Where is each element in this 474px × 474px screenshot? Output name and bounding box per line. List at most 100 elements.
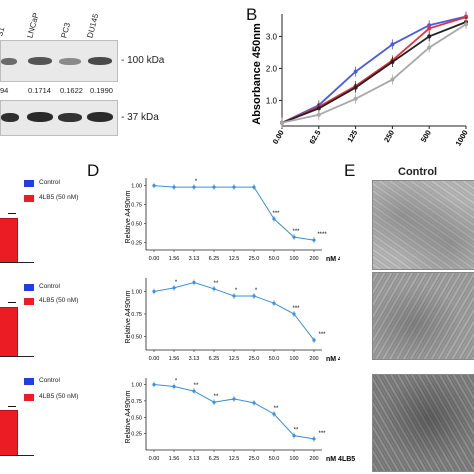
significance-label: * [235,288,238,294]
significance-label: ** [294,428,299,434]
y-tick-label: 0.50 [131,335,142,341]
data-point [427,34,432,39]
bar-4lb5 [0,218,18,263]
data-point [172,286,176,290]
x-tick-label: 1.56 [169,256,180,262]
x-tick-label: 12.5 [229,456,240,462]
x-tick-label: 200 [309,356,318,362]
data-point [152,382,156,387]
significance-label: *** [292,229,300,235]
data-point [292,312,296,316]
x-tick-label: 0.00 [149,456,160,462]
x-tick-label: 0.00 [149,256,160,262]
significance-label: * [255,288,258,294]
significance-label: ** [214,394,219,400]
significance-label: ** [274,406,279,412]
legend-swatch-4lb5 [24,195,34,202]
error-bar [8,406,16,407]
lane-label: LNCaP [25,11,41,39]
series-line [281,23,467,124]
panel-e-title: Control [398,166,438,178]
y-tick-label: 0.75 [131,312,142,318]
series-line [281,21,467,124]
x-tick-label: 6.25 [209,256,220,262]
x-axis [0,262,34,263]
x-tick-label: 12.5 [229,356,240,362]
quant-value: 0.1714 [28,86,51,95]
lane-label: 31 [0,26,7,37]
micrograph-2 [372,272,474,360]
data-point [353,85,358,90]
data-point [312,238,316,242]
significance-label: *** [318,431,326,437]
data-point [316,106,321,111]
y-tick-label: 1.00 [131,383,142,389]
data-point [192,185,196,189]
x-tick-label: 3.13 [189,256,200,262]
x-tick-label: 50.0 [269,256,280,262]
significance-label: * [195,179,198,185]
y-tick-label: 0.25 [131,432,142,438]
panel-d-chart-1: 1.00 0.75 0.50 0.25 0.00 1.56 3.13 6.25 12.5 25.0… [125,178,340,263]
x-tick-label: 100 [289,256,298,262]
series-line [153,384,315,440]
y-tick-label: 1.00 [131,290,142,296]
x-tick-label: 100 [289,356,298,362]
legend-swatch-4lb5 [24,394,34,401]
lane-label: DU145 [85,12,101,40]
band [87,112,113,122]
significance-label: *** [292,306,300,312]
blot-top [0,40,118,82]
y-tick-label: 1.00 [131,184,142,190]
significance-label: ** [194,383,199,389]
x-tick-label: 1.56 [169,456,180,462]
legend-label-control: Control [39,377,60,384]
y-axis-label: Absorbance 450nm [251,23,263,125]
error-bar [8,302,16,303]
panel-d-letter: D [87,161,100,180]
data-point [252,294,256,298]
data-point [390,60,395,64]
significance-label: *** [318,332,326,338]
data-point [172,384,176,389]
data-point [272,217,276,221]
y-tick-label: 0.50 [131,221,142,227]
data-point [390,77,395,82]
y-tick-label: 0.25 [131,240,142,246]
x-tick-label: 25.0 [249,456,260,462]
panel-d-chart-3: 1.00 0.75 0.50 0.25 0.00 1.56 3.13 6.25 12.5 25.0… [125,378,355,463]
band [59,58,81,65]
legend-label-4lb5: 4LB5 (50 nM) [39,393,79,400]
y-axis-label: Relative A490nm [125,290,132,343]
quant-value: 0.1990 [90,86,113,95]
data-point [172,185,176,189]
data-point [152,289,156,294]
series-line [281,15,467,124]
x-tick-label: 25.0 [249,356,260,362]
x-tick-label: 1.56 [169,356,180,362]
legend-swatch-control [24,378,34,385]
x-axis [0,455,34,456]
band [28,57,52,65]
x-tick-label: 100 [289,456,298,462]
panel-d-chart-2: 1.00 0.75 0.50 0.00 1.56 3.13 6.25 12.5 25.0 50.0… [125,278,340,363]
y-tick-label: 0.75 [131,203,142,209]
data-point [427,45,432,50]
x-tick-label: 1000 [454,129,470,148]
x-tick-label: 250 [382,129,396,144]
x-tick-label: 3.13 [189,356,200,362]
micrograph-3 [372,374,474,472]
significance-label: **** [317,232,327,238]
panel-b-chart: 1.0 2.0 3.0 0.00 62.5 125 250 500 1000 Absorbance… [251,11,470,148]
x-axis-label: nM 4LB5 [326,356,340,363]
data-point [292,434,296,438]
data-point [280,120,284,125]
y-tick-label: 2.0 [266,64,278,73]
y-tick-label: 1.0 [266,96,278,105]
legend-label-4lb5: 4LB5 (50 nM) [39,297,79,304]
significance-label: ** [214,281,219,287]
data-point [212,185,216,189]
x-axis [0,356,34,357]
x-tick-label: 0.00 [149,356,160,362]
x-tick-label: 12.5 [229,256,240,262]
